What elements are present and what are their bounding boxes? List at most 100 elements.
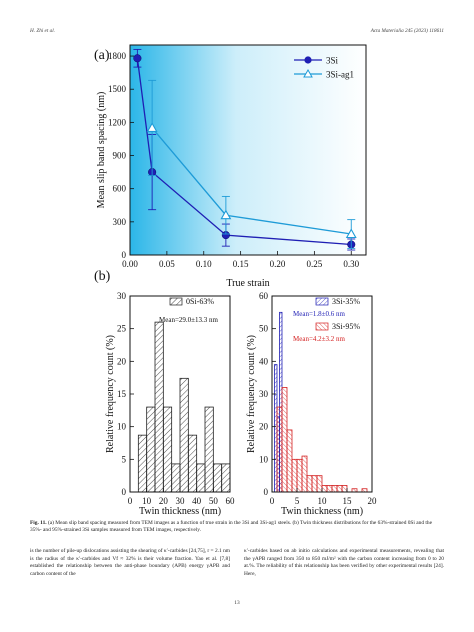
y-tick-label: 0 <box>122 487 127 497</box>
legend-0si-label: 0Si-63% <box>186 297 214 306</box>
x-tick-label: 0.05 <box>159 259 175 269</box>
histogram-bar <box>221 463 231 493</box>
y-tick-label: 1500 <box>108 84 127 94</box>
caption-text: (a) Mean slip band spacing measured from… <box>30 520 432 533</box>
legend-0si-swatch <box>169 297 183 306</box>
x-tick-label: 40 <box>192 496 202 506</box>
histogram-bar <box>179 377 189 493</box>
histogram-bar <box>306 475 313 493</box>
panel-a-background <box>130 45 366 255</box>
y-tick-label: 900 <box>113 151 127 161</box>
x-tick-label: 0.25 <box>307 259 323 269</box>
legend-3si-ag1-label: 3Si-ag1 <box>326 70 354 80</box>
histogram-bar <box>301 455 308 493</box>
legend-3si-95-swatch <box>315 322 329 331</box>
x-tick-label: 0.10 <box>196 259 212 269</box>
histogram-bar <box>162 406 173 493</box>
x-tick-label: 5 <box>295 496 300 506</box>
legend-3si-95-label: 3Si-95% <box>332 322 360 331</box>
y-tick-label: 10 <box>117 422 127 432</box>
y-tick-label: 0 <box>264 487 269 497</box>
y-tick-label: 5 <box>122 454 127 464</box>
y-tick-label: 300 <box>113 217 127 227</box>
running-header-journal: Acta Materialia 245 (2023) 118611 <box>370 28 444 34</box>
x-tick-label: 0.00 <box>122 259 138 269</box>
y-tick-label: 40 <box>259 356 269 366</box>
histogram-bar <box>171 463 181 493</box>
panel-a-frame <box>129 44 367 256</box>
histogram-bar <box>212 463 223 493</box>
y-tick-label: 20 <box>117 356 127 366</box>
panel-a-xlabel: True strain <box>226 278 269 289</box>
y-tick-label: 10 <box>259 454 269 464</box>
y-tick-label: 20 <box>259 422 269 432</box>
x-tick-label: 0 <box>128 496 133 506</box>
x-tick-label: 50 <box>209 496 219 506</box>
y-tick-label: 600 <box>113 184 127 194</box>
histogram-bar <box>196 463 206 493</box>
x-tick-label: 10 <box>318 496 328 506</box>
legend-3si-marker <box>304 56 312 64</box>
body-text-left: is the number of pile-up dislocations as… <box>30 548 230 577</box>
data-point <box>345 228 357 239</box>
x-tick-label: 0.30 <box>343 259 359 269</box>
figure-11: (a) 0.00 0.05 0.10 0.15 0.20 0.25 0.3003006009… <box>94 44 377 517</box>
series-line-0 <box>136 58 352 246</box>
twin-histogram-3si: 0 5 10 15 20 0 10 20 30 40 50 60 <box>259 291 377 506</box>
x-tick-label: 0 <box>270 496 275 506</box>
data-point <box>146 122 158 132</box>
panel-a-ylabel: Mean slip band spacing (nm) <box>96 92 107 209</box>
histogram-bar <box>154 321 164 493</box>
histogram-bar <box>341 485 348 493</box>
annotation-3si-95-mean: Mean=4.2±3.2 nm <box>293 335 345 343</box>
legend-3si-35-swatch <box>315 297 329 306</box>
histogram-bar <box>291 458 298 493</box>
panel-a-label: (a) <box>94 48 110 63</box>
y-tick-label: 50 <box>259 324 269 334</box>
histogram-bar <box>321 485 328 493</box>
annotation-3si-35-mean: Mean=1.8±0.6 nm <box>293 310 345 318</box>
histogram-bar <box>331 485 338 493</box>
x-tick-label: 60 <box>226 496 236 506</box>
legend-3si-ag1-marker <box>303 68 313 78</box>
x-tick-label: 20 <box>368 496 378 506</box>
caption-label: Fig. 11. <box>30 520 47 526</box>
x-tick-label: 0.15 <box>233 259 249 269</box>
panel-b-right-ylabel: Relative frequency count (%) <box>246 335 257 453</box>
y-tick-label: 30 <box>259 389 269 399</box>
x-tick-label: 15 <box>343 496 353 506</box>
data-point <box>220 209 232 220</box>
panel-b-label: (b) <box>94 269 111 284</box>
panel-b-right-frame <box>271 295 373 493</box>
histogram-bar <box>316 475 323 493</box>
y-tick-label: 1200 <box>108 117 127 127</box>
panel-b-left-xlabel: Twin thickness (nm) <box>139 506 221 517</box>
x-tick-label: 10 <box>142 496 152 506</box>
slip-band-chart: 0.00 0.05 0.10 0.15 0.20 0.25 0.30 0 300 600 900 12… <box>108 48 360 269</box>
y-tick-label: 15 <box>117 389 127 399</box>
y-tick-label: 0 <box>122 250 127 260</box>
histogram-bar <box>276 406 283 493</box>
histogram-bar <box>296 458 303 493</box>
panel-b-right-xlabel: Twin thickness (nm) <box>281 506 363 517</box>
histogram-bar <box>286 429 293 493</box>
histogram-bar <box>326 485 333 493</box>
y-tick-label: 30 <box>117 291 127 301</box>
panel-b-left-ylabel: Relative frequency count (%) <box>105 335 116 453</box>
x-tick-label: 20 <box>159 496 169 506</box>
y-tick-label: 1800 <box>108 51 127 61</box>
running-header-authors: H. Zhi et al. <box>30 28 55 34</box>
panel-a-legend: 3Si 3Si-ag1 <box>294 56 354 80</box>
legend-3si-label: 3Si <box>326 56 339 66</box>
twin-histogram-0si: 0 10 20 30 40 50 60 0 5 10 15 20 25 30 <box>117 291 235 506</box>
histogram-bar <box>311 475 318 493</box>
histogram-bar <box>336 485 343 493</box>
annotation-0si-mean: Mean=29.0±13.3 nm <box>159 316 218 324</box>
histogram-bar <box>204 406 214 493</box>
y-tick-label: 60 <box>259 291 269 301</box>
histogram-bar <box>281 387 288 493</box>
body-text-right: κ′-carbides based on ab initio calculati… <box>244 548 444 577</box>
histogram-bar <box>137 434 148 493</box>
histogram-bar <box>146 406 156 493</box>
data-point <box>133 54 142 63</box>
